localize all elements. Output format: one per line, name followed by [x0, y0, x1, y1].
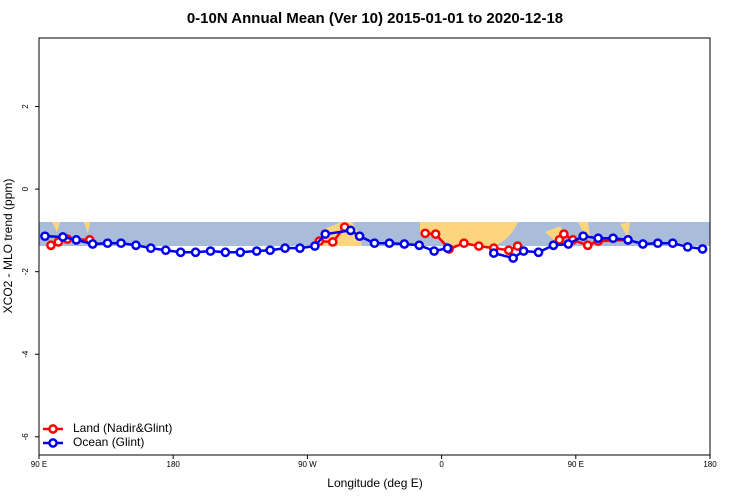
data-point — [420, 228, 431, 239]
data-point — [116, 238, 126, 249]
x-tick-label: 90 E — [31, 460, 47, 469]
legend-label: Ocean (Glint) — [73, 435, 144, 449]
data-point — [295, 243, 305, 254]
data-point — [623, 235, 633, 245]
data-point — [327, 237, 338, 247]
data-point — [58, 232, 68, 242]
data-point — [354, 231, 365, 242]
x-tick-label: 90 E — [568, 460, 584, 469]
data-point — [87, 239, 98, 249]
data-point — [638, 239, 648, 249]
chart-title: 0-10N Annual Mean (Ver 10) 2015-01-01 to… — [187, 10, 563, 27]
data-point — [46, 240, 56, 251]
data-point — [369, 238, 380, 249]
data-point — [563, 239, 574, 249]
data-point — [399, 239, 410, 249]
data-point — [429, 246, 439, 256]
data-point — [697, 244, 708, 254]
y-tick-label: -6 — [21, 433, 30, 441]
data-point — [40, 231, 50, 242]
data-point — [508, 253, 519, 263]
data-point — [102, 238, 113, 249]
data-point — [578, 231, 589, 242]
data-point — [682, 242, 693, 252]
data-point — [503, 245, 514, 256]
data-point — [652, 238, 663, 249]
data-point — [559, 229, 569, 239]
data-point — [430, 229, 441, 239]
data-point — [265, 245, 275, 256]
data-point — [205, 246, 216, 256]
data-point — [474, 241, 484, 251]
legend-label: Land (Nadir&Glint) — [73, 421, 172, 435]
data-point — [512, 241, 523, 251]
plot-frame — [38, 37, 711, 456]
y-tick-label: -4 — [21, 350, 30, 358]
data-point — [220, 247, 231, 258]
data-point — [145, 243, 156, 254]
x-axis-label: Longitude (deg E) — [327, 476, 422, 490]
y-tick-label: 2 — [21, 104, 30, 109]
data-point — [345, 225, 356, 236]
data-point — [593, 233, 604, 244]
data-point — [442, 243, 453, 254]
data-point — [251, 246, 262, 256]
x-tick-label: 90 W — [298, 460, 317, 469]
data-point — [280, 243, 290, 254]
data-point — [320, 229, 331, 239]
data-point — [131, 240, 141, 251]
y-tick-label: 0 — [21, 186, 30, 191]
y-tick-label: -2 — [21, 268, 30, 276]
data-point — [190, 247, 201, 258]
data-point — [459, 238, 469, 249]
data-point — [235, 247, 246, 258]
data-point — [488, 248, 499, 258]
data-point — [608, 233, 618, 244]
y-axis-label: XCO2 - MLO trend (ppm) — [1, 179, 15, 314]
data-point — [175, 247, 186, 258]
legend-marker — [48, 438, 58, 448]
data-point — [582, 240, 593, 251]
data-point — [533, 247, 544, 258]
x-tick-label: 180 — [167, 460, 181, 469]
data-point — [310, 241, 320, 251]
data-point — [71, 235, 82, 245]
data-point — [667, 238, 678, 249]
data-point — [414, 240, 425, 251]
data-point — [548, 240, 559, 251]
land-patch — [420, 222, 518, 246]
x-tick-label: 180 — [703, 460, 717, 469]
legend-marker — [48, 424, 58, 434]
x-tick-label: 0 — [439, 460, 444, 469]
data-point — [518, 246, 529, 256]
data-point — [160, 245, 171, 256]
data-point — [384, 238, 395, 249]
series-line — [44, 229, 448, 254]
